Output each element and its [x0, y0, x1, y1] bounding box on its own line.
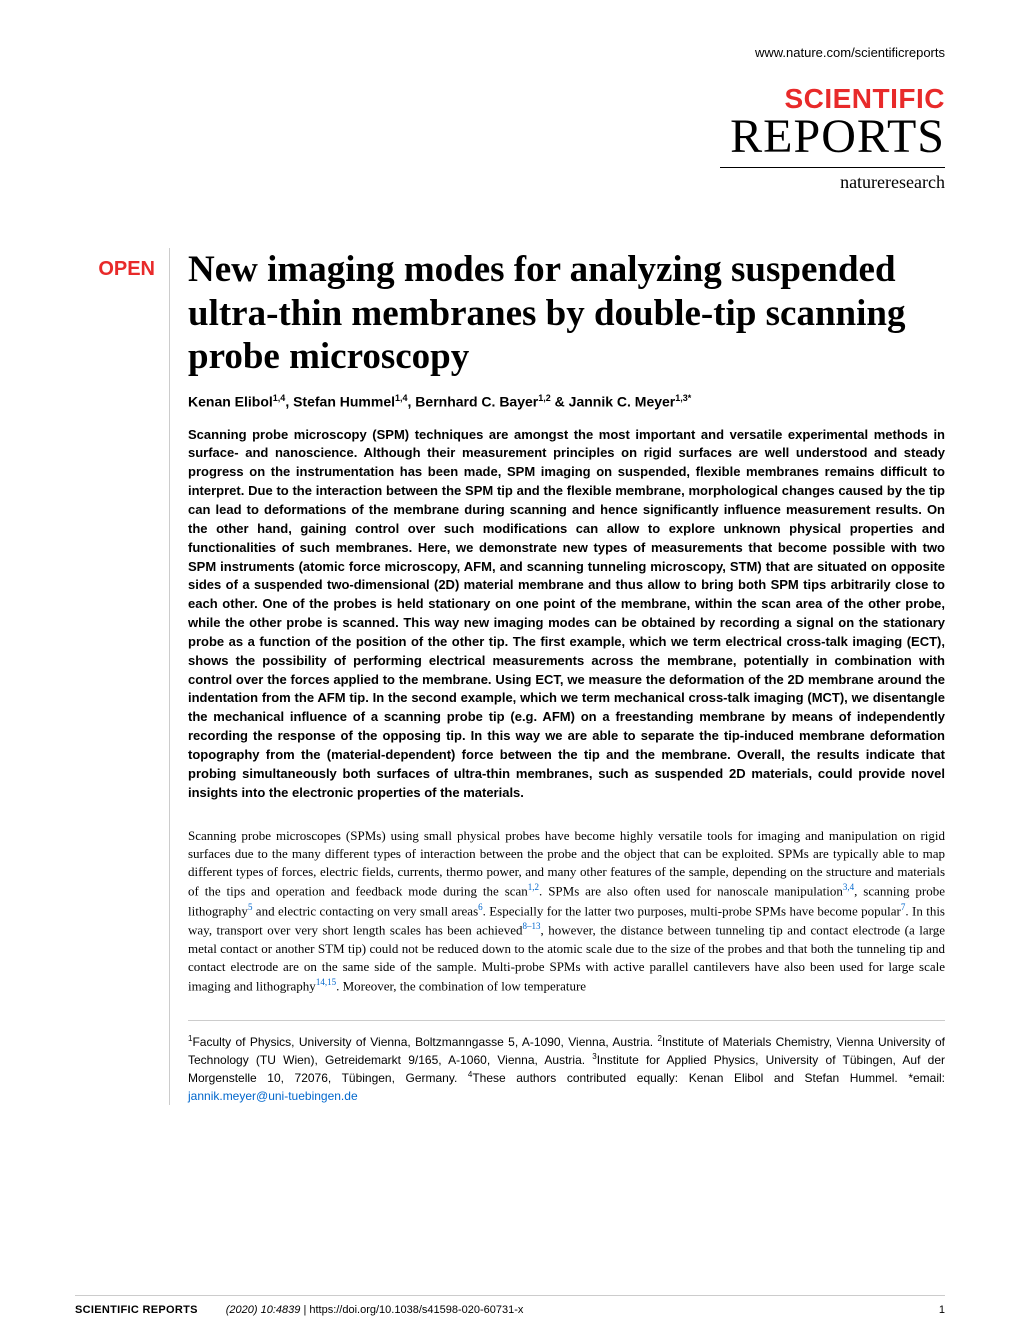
- page-container: www.nature.com/scientificreports SCIENTI…: [0, 0, 1020, 1340]
- journal-brand: natureresearch: [75, 172, 945, 193]
- authors-list: Kenan Elibol1,4, Stefan Hummel1,4, Bernh…: [188, 393, 945, 410]
- footer-left: SCIENTIFIC REPORTS (2020) 10:4839 | http…: [75, 1304, 523, 1316]
- left-column: OPEN: [75, 248, 170, 1105]
- body-paragraph: Scanning probe microscopes (SPMs) using …: [188, 827, 945, 996]
- footer-citation: (2020) 10:4839: [226, 1304, 301, 1316]
- open-access-badge: OPEN: [75, 248, 169, 281]
- content-wrapper: OPEN New imaging modes for analyzing sus…: [75, 248, 945, 1105]
- article-title: New imaging modes for analyzing suspende…: [188, 248, 945, 379]
- journal-reports-word: REPORTS: [75, 113, 945, 161]
- page-footer: SCIENTIFIC REPORTS (2020) 10:4839 | http…: [75, 1295, 945, 1316]
- journal-divider: [720, 167, 945, 168]
- affiliations-block: 1Faculty of Physics, University of Vienn…: [188, 1020, 945, 1105]
- journal-logo: SCIENTIFIC REPORTS natureresearch: [75, 85, 945, 193]
- footer-citation-group: (2020) 10:4839 | https://doi.org/10.1038…: [226, 1304, 524, 1316]
- journal-scientific-word: SCIENTIFIC: [75, 85, 945, 113]
- footer-page-number: 1: [939, 1304, 945, 1316]
- main-column: New imaging modes for analyzing suspende…: [188, 248, 945, 1105]
- header-url[interactable]: www.nature.com/scientificreports: [75, 45, 945, 60]
- abstract-text: Scanning probe microscopy (SPM) techniqu…: [188, 426, 945, 803]
- footer-doi: | https://doi.org/10.1038/s41598-020-607…: [303, 1304, 523, 1316]
- footer-journal-name: SCIENTIFIC REPORTS: [75, 1304, 198, 1316]
